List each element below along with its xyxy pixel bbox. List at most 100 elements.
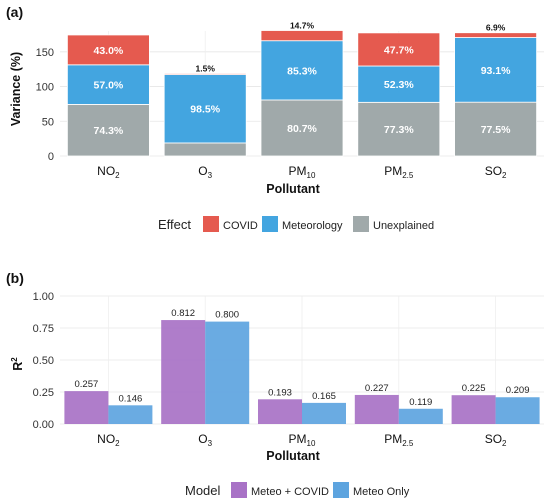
panel-b-y-tick-label: 0.50 [33, 355, 54, 367]
panel-a-legend-label-meteorology: Meteorology [282, 220, 343, 232]
panel-b-label-meteo-only-pm2-5: 0.119 [409, 397, 432, 408]
panel-a-y-tick-labels: 0 50 100 150 [36, 47, 54, 163]
panel-b-y-tick-label: 0.25 [33, 387, 54, 399]
panel-a-x-axis-title: Pollutant [266, 182, 320, 196]
panel-a-legend-label-covid: COVID [223, 220, 258, 232]
panel-b-legend-swatch-meteo-covid [231, 482, 247, 498]
panel-a-y-tick-label: 0 [48, 151, 54, 163]
panel-b-bar-meteo-covid-o3 [161, 320, 206, 424]
panel-a-legend-swatch-covid [203, 216, 219, 232]
panel-a-x-tick-so2-subscript: 2 [502, 171, 507, 180]
panel-b-bar-meteo-only-no2 [108, 405, 153, 424]
panel-a-bar-meteorology-o3 [163, 74, 247, 144]
panel-a-bar-covid-pm2-5 [357, 32, 441, 67]
panel-a-x-tick-o3-base: O [198, 164, 207, 178]
panel-a-label-meteorology-no2: 57.0% [94, 80, 124, 92]
panel-b-x-tick-pm2-5-base: PM [384, 432, 402, 446]
panel-a-x-tick-o3: O3 [198, 164, 212, 180]
panel-b-bar-meteo-only-pm10 [302, 402, 346, 424]
panel-a-y-tick-label: 50 [42, 116, 54, 128]
panel-a-y-tick-label: 100 [36, 82, 54, 94]
panel-a-x-tick-pm10: PM10 [289, 164, 316, 180]
panel-b-x-tick-pm10-base: PM [289, 432, 307, 446]
panel-b-x-axis-title: Pollutant [266, 449, 320, 463]
panel-b-x-tick-o3: O3 [198, 432, 212, 448]
panel-b-bar-meteo-covid-pm10 [258, 399, 302, 424]
panel-b-label-meteo-only-so2: 0.209 [506, 385, 530, 396]
panel-a-bar-unexplained-pm2-5 [357, 101, 441, 157]
panel-b-legend-swatch-meteo-only [333, 482, 349, 498]
panel-b-bars: 0.257 0.146 0.812 0.800 0.193 0.165 0.227 0.119… [64, 308, 540, 424]
panel-a-x-tick-no2-subscript: 2 [115, 171, 120, 180]
panel-b-x-tick-pm10: PM10 [289, 432, 316, 448]
panel-a-x-tick-pm2-5: PM2.5 [384, 164, 414, 180]
panel-b-bar-meteo-only-o3 [205, 321, 250, 424]
panel-a-label-unexplained-pm2-5: 77.3% [384, 124, 414, 136]
panel-b-y-axis-title-base: R [11, 362, 25, 371]
panel-a-x-tick-pm10-base: PM [289, 164, 307, 178]
panel-b-x-tick-so2-subscript: 2 [502, 439, 507, 448]
panel-b-x-tick-no2: NO2 [97, 432, 120, 448]
panel-a-label-unexplained-so2: 77.5% [481, 124, 511, 136]
panel-a-bar-unexplained-no2 [67, 104, 150, 157]
panel-a-x-tick-so2: SO2 [485, 164, 507, 180]
panel-a-bar-covid-pm10 [260, 30, 344, 42]
panel-b-x-tick-so2-base: SO [485, 432, 502, 446]
panel-a-label-unexplained-pm10: 80.7% [287, 123, 317, 135]
panel-b-bar-meteo-only-so2 [495, 397, 540, 424]
panel-b-y-axis-title: R2 [10, 357, 25, 371]
panel-a-x-tick-no2: NO2 [97, 164, 120, 180]
panel-b-y-tick-label: 1.00 [33, 291, 54, 303]
panel-a-legend: Effect COVID Meteorology Unexplained [158, 216, 434, 232]
panel-b-x-tick-pm2-5: PM2.5 [384, 432, 414, 448]
panel-a-x-tick-labels: NO2 O3 PM10 PM2.5 SO2 [97, 164, 507, 180]
panel-a-legend-swatch-unexplained [353, 216, 369, 232]
panel-a-bar-covid-no2 [67, 34, 150, 66]
panel-a-x-tick-o3-subscript: 3 [208, 171, 213, 180]
panel-b-legend-label-meteo-only: Meteo Only [353, 486, 410, 498]
panel-b-y-tick-label: 0.75 [33, 323, 54, 335]
panel-a-legend-title: Effect [158, 217, 191, 232]
panel-b-label-meteo-covid-pm2-5: 0.227 [365, 383, 389, 394]
panel-b-bar-meteo-covid-no2 [64, 391, 109, 424]
panel-b-label-meteo-covid-pm10: 0.193 [268, 387, 292, 398]
panel-b-x-tick-so2: SO2 [485, 432, 507, 448]
panel-b-bar-meteo-only-pm2-5 [398, 408, 443, 424]
panel-a-x-tick-no2-base: NO [97, 164, 115, 178]
panel-a-y-tick-label: 150 [36, 47, 54, 59]
panel-a-bar-covid-so2 [454, 32, 538, 38]
panel-a-label: (a) [6, 4, 23, 20]
panel-a-x-tick-pm2-5-subscript: 2.5 [402, 171, 414, 180]
panel-b-x-tick-o3-base: O [198, 432, 207, 446]
panel-b-y-tick-labels: 0.00 0.25 0.50 0.75 1.00 [33, 291, 54, 431]
panel-b-legend-title: Model [185, 483, 221, 498]
panel-b-x-tick-o3-subscript: 3 [208, 439, 213, 448]
panel-b-bar-meteo-covid-so2 [451, 395, 496, 424]
panel-b-x-tick-pm2-5-subscript: 2.5 [402, 439, 414, 448]
panel-a-label-meteorology-so2: 93.1% [481, 65, 511, 77]
panel-b-label: (b) [6, 270, 24, 286]
panel-b-legend-label-meteo-covid: Meteo + COVID [251, 486, 329, 498]
panel-a-bar-unexplained-o3 [163, 142, 247, 157]
panel-b-label-meteo-covid-so2: 0.225 [462, 383, 486, 394]
panel-b-label-meteo-covid-o3: 0.812 [171, 308, 195, 319]
panel-a-label-covid-pm10: 14.7% [290, 21, 315, 31]
panel-a-bars: 74.3%57.0%43.0%18.8%98.5%1.5%80.7%85.3%1… [67, 21, 538, 157]
panel-a-bar-meteorology-so2 [454, 37, 538, 103]
panel-a-x-tick-pm10-subscript: 10 [307, 171, 316, 180]
panel-b-x-tick-no2-subscript: 2 [115, 439, 120, 448]
panel-a-label-covid-no2: 43.0% [94, 45, 124, 57]
panel-b-x-tick-pm10-subscript: 10 [307, 439, 316, 448]
panel-a-bar-unexplained-so2 [454, 101, 538, 157]
panel-a-label-meteorology-o3: 98.5% [190, 104, 220, 116]
panel-a-y-axis-title: Variance (%) [9, 52, 23, 126]
panel-b-bar-meteo-covid-pm2-5 [354, 394, 399, 424]
panel-a-x-tick-so2-base: SO [485, 164, 502, 178]
panel-a-label-covid-so2: 6.9% [486, 23, 506, 33]
panel-a-legend-label-unexplained: Unexplained [373, 220, 434, 232]
panel-a-variance-chart: (a) 74.3%57.0%43.0%18.8%98.5%1.5%80.7%85… [6, 4, 544, 232]
panel-a-label-meteorology-pm10: 85.3% [287, 65, 317, 77]
panel-a-legend-swatch-meteorology [262, 216, 278, 232]
